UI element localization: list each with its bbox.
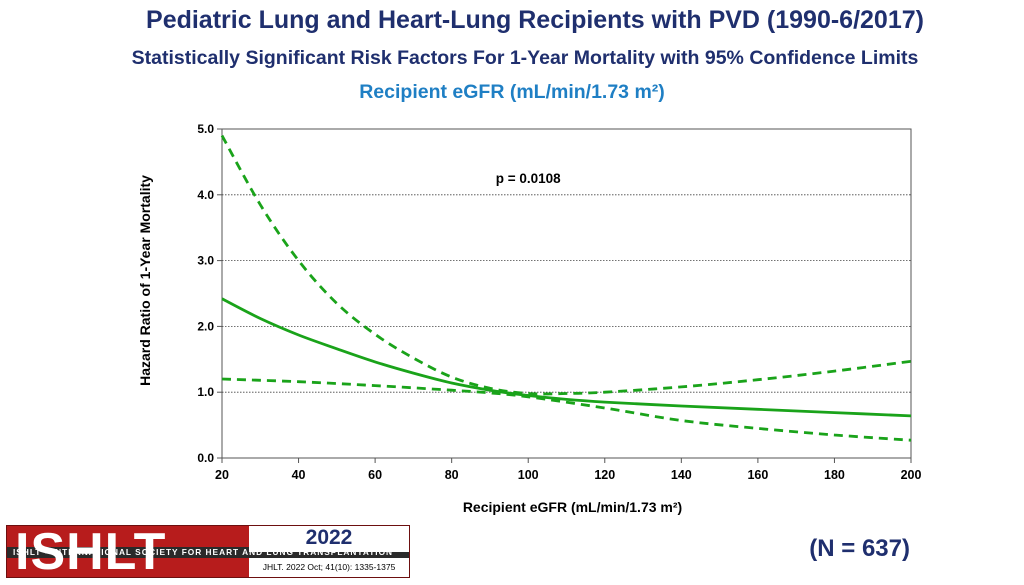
hazard-ratio-line bbox=[221, 297, 912, 418]
x-tick-label: 120 bbox=[594, 468, 615, 482]
chart-subtitle: Statistically Significant Risk Factors F… bbox=[131, 47, 919, 69]
p-value-annotation: p = 0.0108 bbox=[496, 171, 561, 186]
y-tick-label: 4.0 bbox=[197, 188, 214, 202]
plot-area bbox=[221, 128, 912, 459]
x-tick-label: 80 bbox=[445, 468, 459, 482]
y-tick-label: 5.0 bbox=[197, 122, 214, 136]
logo-society-strip: ISHLT • INTERNATIONAL SOCIETY FOR HEART … bbox=[7, 547, 409, 558]
y-tick-label: 2.0 bbox=[197, 319, 214, 333]
y-axis-label: Hazard Ratio of 1-Year Mortality bbox=[137, 175, 153, 386]
variable-title: Recipient eGFR (mL/min/1.73 m²) bbox=[359, 81, 665, 103]
x-tick-label: 20 bbox=[215, 468, 229, 482]
x-tick-label: 40 bbox=[292, 468, 306, 482]
logo-letters: ISHLT bbox=[15, 523, 167, 581]
x-axis-label: Recipient eGFR (mL/min/1.73 m²) bbox=[463, 499, 682, 515]
report-year: 2022 bbox=[249, 526, 409, 552]
x-tick-label: 100 bbox=[518, 468, 539, 482]
y-tick-label: 1.0 bbox=[197, 385, 214, 399]
lower-confidence-line bbox=[221, 377, 912, 442]
x-tick-label: 200 bbox=[901, 468, 922, 482]
upper-confidence-line bbox=[220, 134, 912, 396]
ishlt-logo: ISHLT • INTERNATIONAL SOCIETY FOR HEART … bbox=[6, 525, 410, 578]
x-tick-label: 160 bbox=[747, 468, 768, 482]
chart-title: Pediatric Lung and Heart-Lung Recipients… bbox=[146, 6, 924, 34]
x-tick-label: 140 bbox=[671, 468, 692, 482]
x-tick-label: 60 bbox=[368, 468, 382, 482]
y-tick-label: 3.0 bbox=[197, 254, 214, 268]
y-tick-label: 0.0 bbox=[197, 451, 214, 465]
x-tick-label: 180 bbox=[824, 468, 845, 482]
sample-size-label: (N = 637) bbox=[809, 535, 910, 562]
journal-citation: JHLT. 2022 Oct; 41(10): 1335-1375 bbox=[249, 558, 409, 577]
